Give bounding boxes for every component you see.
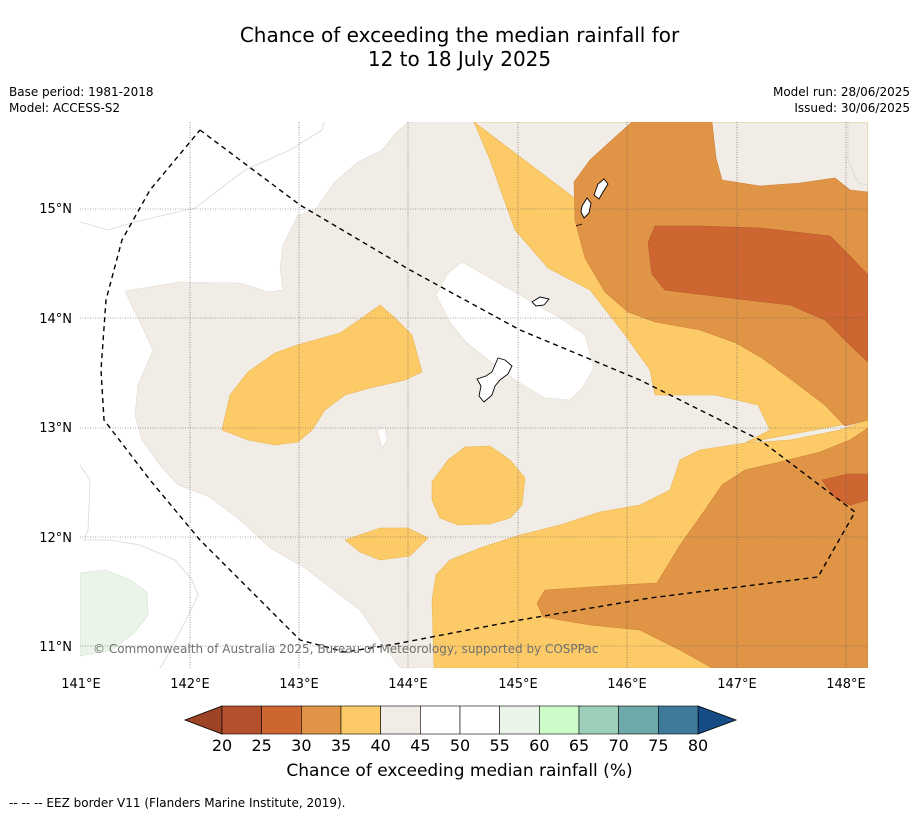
lon-label-147: 147°E xyxy=(717,677,757,692)
region-35-40-blob-a xyxy=(221,304,423,446)
region-45-55-patch-b xyxy=(376,427,388,449)
colorbar-boxes xyxy=(221,705,699,735)
colorbar-caption: Chance of exceeding median rainfall (%) xyxy=(286,761,633,781)
colorbar-swatch-c25_30 xyxy=(261,705,302,735)
colorbar-tick-label: 40 xyxy=(370,736,390,755)
colorbar-tick-label: 30 xyxy=(291,736,311,755)
guam-island xyxy=(476,357,513,403)
colorbar-swatch-c20_25 xyxy=(221,705,262,735)
colorbar-swatch-c65_70 xyxy=(578,705,619,735)
lat-label-11: 11°N xyxy=(39,640,72,655)
contour-line xyxy=(80,122,325,231)
colorbar-ticks: 20 25 30 35 40 45 50 55 60 65 70 75 80 xyxy=(212,736,708,755)
model-run-text: Model run: 28/06/2025 xyxy=(772,85,910,99)
lat-label-15: 15°N xyxy=(39,202,72,217)
region-30-35-south xyxy=(536,427,868,668)
colorbar-swatch-c50_55 xyxy=(459,705,500,735)
lon-label-148: 148°E xyxy=(826,677,866,692)
region-25-30-south xyxy=(821,473,868,506)
model-text: Model: ACCESS-S2 xyxy=(9,101,121,115)
colorbar-overflow-arrow xyxy=(697,705,738,735)
colorbar-swatch-c40_45 xyxy=(380,705,421,735)
colorbar-underflow-arrow xyxy=(183,705,223,735)
colorbar-tick-label: 55 xyxy=(489,736,509,755)
region-35-40-blob-b xyxy=(431,445,526,526)
lon-label-146: 146°E xyxy=(607,677,647,692)
contour-line xyxy=(80,464,199,668)
colorbar-swatch-c70_75 xyxy=(618,705,659,735)
lon-label-144: 144°E xyxy=(388,677,428,692)
rota-island xyxy=(531,296,550,307)
region-45-55-patch-a xyxy=(435,261,595,401)
eez-border xyxy=(100,129,856,653)
lon-label-141: 141°E xyxy=(61,677,101,692)
colorbar-swatch-c45_50 xyxy=(420,705,461,735)
region-25-30-north xyxy=(647,225,868,363)
colorbar-tick-label: 25 xyxy=(251,736,271,755)
saipan-island xyxy=(593,178,609,200)
eez-footer-note: -- -- -- EEZ border V11 (Flanders Marine… xyxy=(9,796,346,810)
colorbar-tick-label: 60 xyxy=(529,736,549,755)
colorbar-tick-label: 75 xyxy=(648,736,668,755)
map-panel: © Commonwealth of Australia 2025, Bureau… xyxy=(80,122,868,668)
colorbar-swatch-c30_35 xyxy=(301,705,342,735)
region-35-40-blob-c xyxy=(344,527,429,561)
colorbar-swatch-c75_80 xyxy=(658,705,699,735)
lon-label-143: 143°E xyxy=(279,677,319,692)
aguijan-line xyxy=(575,223,583,227)
lon-label-145: 145°E xyxy=(498,677,538,692)
meta-left: Base period: 1981-2018 Model: ACCESS-S2 xyxy=(9,84,154,116)
graticule xyxy=(80,122,868,668)
islands xyxy=(476,178,609,403)
colorbar-tick-label: 80 xyxy=(688,736,708,755)
colorbar-swatch-c55_60 xyxy=(499,705,540,735)
lat-label-14: 14°N xyxy=(39,312,72,327)
colorbar-tick-label: 65 xyxy=(569,736,589,755)
colorbar-swatch-c35_40 xyxy=(340,705,381,735)
region-55-60 xyxy=(80,569,149,657)
map-title-line2: 12 to 18 July 2025 xyxy=(367,47,552,71)
colorbar-tick-label: 45 xyxy=(410,736,430,755)
lon-label-142: 142°E xyxy=(170,677,210,692)
base-period-text: Base period: 1981-2018 xyxy=(9,85,154,99)
map-title-line1: Chance of exceeding the median rainfall … xyxy=(239,23,680,47)
lon-labels: 141°E 142°E 143°E 144°E 145°E 146°E 147°… xyxy=(61,677,866,692)
lat-label-13: 13°N xyxy=(39,421,72,436)
lat-labels: 15°N 14°N 13°N 12°N 11°N xyxy=(39,202,72,655)
colorbar: 20 25 30 35 40 45 50 55 60 65 70 75 80 xyxy=(183,705,738,755)
colorbar-tick-label: 70 xyxy=(608,736,628,755)
colorbar-tick-label: 20 xyxy=(212,736,232,755)
lat-label-12: 12°N xyxy=(39,531,72,546)
contour-line xyxy=(847,122,868,186)
tinian-island xyxy=(580,197,592,219)
meta-right: Model run: 28/06/2025 Issued: 30/06/2025 xyxy=(773,84,910,116)
issued-text: Issued: 30/06/2025 xyxy=(794,101,910,115)
colorbar-swatch-c60_65 xyxy=(539,705,580,735)
copyright-text: © Commonwealth of Australia 2025, Bureau… xyxy=(93,642,598,656)
colorbar-tick-label: 35 xyxy=(331,736,351,755)
colorbar-tick-label: 50 xyxy=(450,736,470,755)
